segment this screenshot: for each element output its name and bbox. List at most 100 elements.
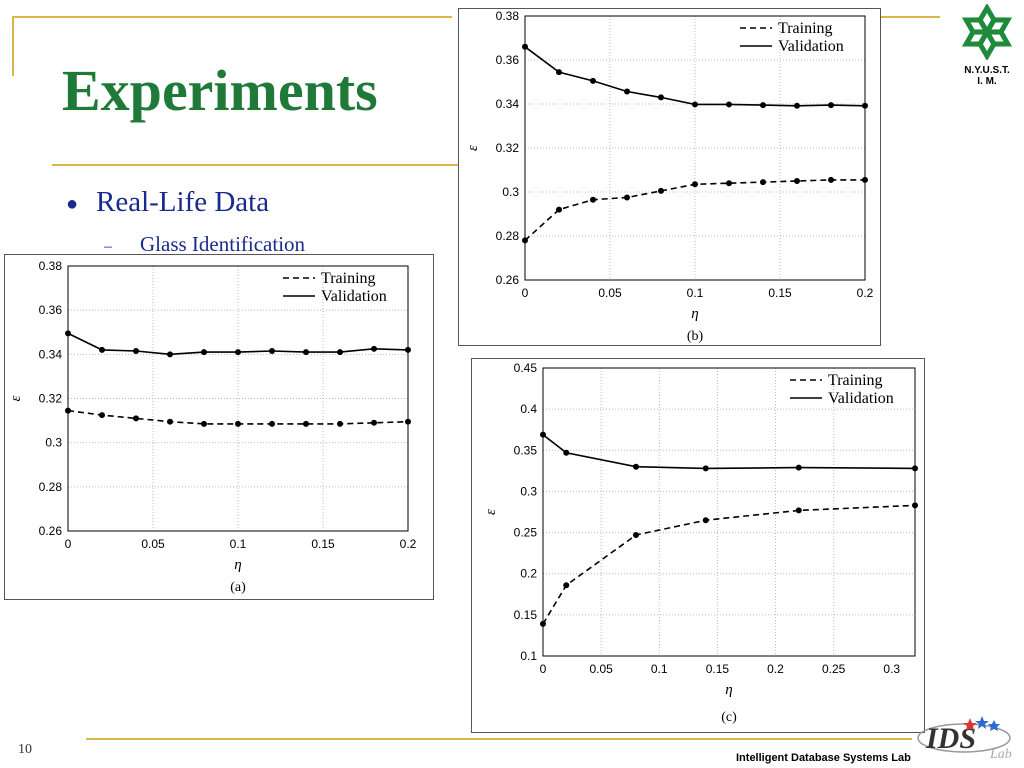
data-point-validation [235, 349, 241, 356]
x-tick-label: 0 [540, 662, 547, 676]
x-tick-label: 0.05 [141, 537, 165, 551]
data-point-validation [795, 464, 802, 471]
data-point-training [371, 419, 377, 426]
x-tick-label: 0.1 [230, 537, 247, 551]
y-tick-label: 0.28 [39, 480, 63, 494]
data-point-training [828, 176, 834, 183]
data-point-validation [405, 346, 411, 353]
y-axis-label: ε [465, 145, 481, 151]
x-tick-label: 0 [522, 286, 529, 300]
data-point-validation [912, 465, 918, 472]
data-point-validation [269, 348, 275, 355]
data-point-training [269, 420, 275, 427]
data-point-validation [540, 431, 546, 438]
data-point-validation [702, 465, 709, 472]
x-tick-label: 0.25 [822, 662, 846, 676]
x-axis-label: η [725, 682, 732, 698]
y-tick-label: 0.34 [496, 97, 520, 111]
x-axis-label: η [691, 306, 698, 322]
data-point-training [726, 180, 732, 187]
chart-caption: (b) [687, 329, 704, 344]
y-tick-label: 0.34 [39, 347, 63, 361]
chart-panel-a: 0.26 0.28 0.3 0.32 0.34 0.36 0.38 0 0.05 0.1 0.15 0… [4, 254, 434, 600]
page-number: 10 [18, 742, 32, 757]
x-axis-label: η [234, 557, 241, 573]
data-point-validation [522, 43, 528, 50]
x-tick-label: 0.1 [687, 286, 704, 300]
stars-icon [963, 716, 1000, 731]
x-tick-label: 0.2 [857, 286, 874, 300]
chart-caption: (a) [230, 580, 246, 595]
data-point-validation [590, 77, 596, 84]
y-axis-label: ε [8, 395, 24, 401]
data-point-training [633, 532, 639, 539]
legend-label-validation: Validation [828, 390, 894, 407]
page-title: Experiments [62, 58, 378, 123]
data-point-training [702, 517, 709, 524]
data-point-validation [99, 346, 105, 353]
y-tick-label: 0.36 [496, 53, 520, 67]
data-point-validation [556, 69, 562, 76]
y-tick-label: 0.38 [496, 9, 520, 23]
series-line-validation [542, 434, 916, 470]
y-tick-label: 0.32 [39, 392, 63, 406]
x-tick-label: 0.05 [598, 286, 622, 300]
y-tick-label: 0.36 [39, 303, 63, 317]
plot-frame [67, 265, 409, 532]
x-tick-label: 0.3 [883, 662, 900, 676]
data-point-training [201, 420, 207, 427]
data-point-training [862, 176, 868, 183]
data-point-training [556, 206, 562, 213]
plot-frame [524, 15, 866, 281]
y-tick-label: 0.2 [520, 567, 537, 581]
data-point-training [303, 420, 309, 427]
y-tick-label: 0.35 [514, 443, 538, 457]
data-point-validation [371, 345, 377, 352]
y-tick-label: 0.32 [496, 141, 520, 155]
data-point-training [65, 407, 71, 414]
x-tick-label: 0.2 [400, 537, 417, 551]
data-point-training [692, 181, 698, 188]
data-point-training [912, 502, 918, 509]
snowflake-logo-icon [961, 3, 1013, 61]
data-point-training [794, 178, 800, 184]
y-tick-label: 0.25 [514, 526, 538, 540]
y-tick-label: 0.3 [502, 185, 519, 199]
x-tick-label: 0.15 [768, 286, 792, 300]
data-point-validation [760, 102, 766, 109]
data-point-training [540, 620, 546, 627]
data-point-validation [692, 101, 698, 108]
y-tick-label: 0.26 [496, 273, 520, 287]
data-point-validation [167, 351, 173, 358]
x-tick-label: 0.15 [706, 662, 730, 676]
chart-panel-c: 0.1 0.15 0.2 0.25 0.3 0.35 0.4 0.45 0 0.05 0.1 0.15… [471, 358, 925, 733]
x-tick-label: 0.05 [589, 662, 613, 676]
footer-lab-name: Intelligent Database Systems Lab [736, 752, 911, 764]
data-point-training [590, 196, 596, 203]
data-point-validation [862, 102, 868, 109]
data-point-validation [633, 463, 639, 470]
data-point-training [133, 415, 139, 422]
x-tick-label: 0.1 [651, 662, 668, 676]
bullet-label: Real-Life Data [96, 186, 270, 218]
sub-bullet-glass-identification: – Glass Identification [104, 232, 305, 257]
ids-lab-logo: IDS Lab [917, 716, 1012, 762]
data-point-validation [726, 101, 732, 108]
data-point-training [563, 582, 570, 589]
legend-label-training: Training [828, 372, 883, 389]
y-axis-label: ε [483, 509, 499, 515]
y-tick-label: 0.3 [520, 484, 537, 498]
data-point-validation [133, 348, 139, 355]
data-point-validation [337, 349, 343, 356]
legend-label-training: Training [778, 20, 833, 37]
chart-b: 0.26 0.28 0.3 0.32 0.34 0.36 0.38 0 0.05 0.1 0.15 0… [465, 9, 874, 344]
data-point-training [167, 418, 173, 425]
top-rule [12, 16, 452, 18]
data-point-training [522, 237, 528, 244]
data-point-training [795, 507, 802, 514]
data-point-validation [794, 102, 800, 109]
series-line-training [524, 179, 865, 241]
data-point-training [624, 194, 630, 201]
data-point-training [99, 412, 105, 419]
ids-logo-sub: Lab [989, 747, 1012, 762]
